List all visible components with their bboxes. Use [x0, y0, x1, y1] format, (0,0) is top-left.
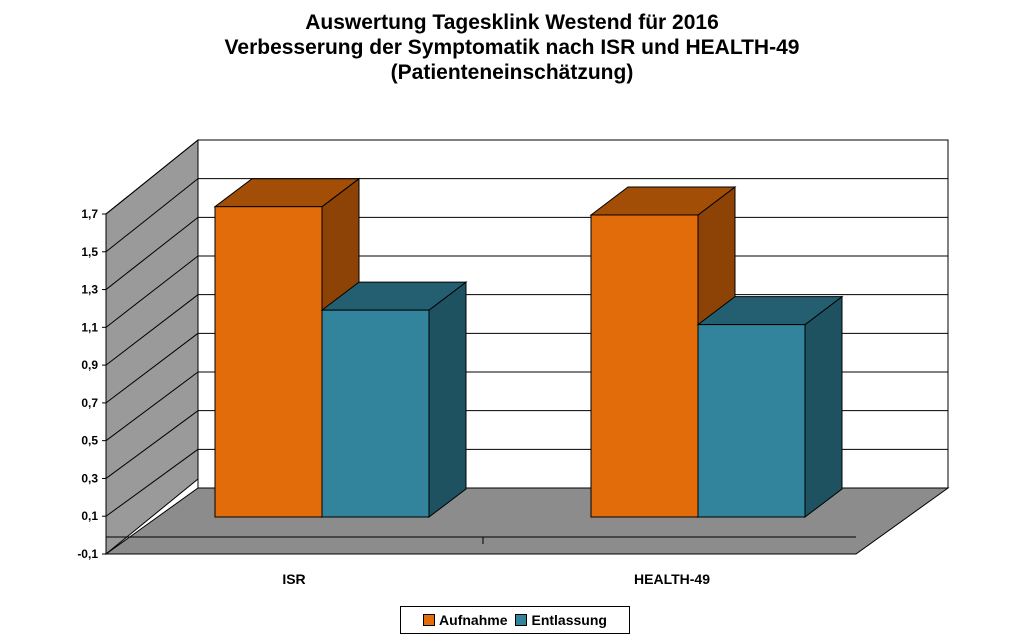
side-gridline: [105, 294, 199, 366]
bar-entlassung-isr: [320, 281, 468, 519]
title-line-1: Auswertung Tagesklink Westend für 2016: [305, 11, 719, 34]
y-axis-ticks: 1,7 1,5 1,3 1,1 0,9 0,7 0,5 0,3 0,1 -0,1: [77, 207, 106, 561]
category-label-health-49: HEALTH-49: [634, 571, 710, 587]
legend-item-entlassung: Entlassung: [515, 612, 607, 628]
side-gridline: [105, 139, 199, 215]
legend: Aufnahme Entlassung: [400, 606, 630, 634]
y-tick-label: 0,3: [81, 471, 98, 485]
bars: [213, 177, 844, 519]
legend-swatch-entlassung: [515, 614, 528, 626]
y-tick-label: 0,7: [81, 396, 98, 410]
y-tick-label: 0,5: [81, 434, 98, 448]
y-tick-label: 0,1: [81, 509, 98, 523]
legend-label-aufnahme: Aufnahme: [439, 612, 508, 628]
side-gridline: [105, 448, 199, 517]
side-gridline: [105, 410, 199, 479]
bar-entlassung-health-49: [696, 295, 844, 519]
side-gridline: [105, 178, 199, 253]
legend-swatch-aufnahme: [423, 614, 436, 626]
legend-item-aufnahme: Aufnahme: [423, 612, 507, 628]
side-gridline: [105, 255, 199, 328]
bar-front-face: [697, 324, 806, 518]
y-tick-label: 1,3: [81, 283, 98, 297]
bar-side-face: [804, 295, 843, 519]
side-gridline: [105, 371, 199, 442]
y-tick-label: -0,1: [77, 547, 98, 561]
side-gridline: [105, 332, 199, 404]
y-tick-label: 1,1: [81, 320, 98, 334]
y-tick-label: 1,7: [81, 207, 98, 221]
bar-front-face: [590, 214, 699, 518]
y-tick-label: 1,5: [81, 245, 98, 259]
category-label-isr: ISR: [282, 571, 305, 587]
chart-title: Auswertung Tagesklink Westend für 2016 V…: [0, 10, 1024, 85]
title-line-3: (Patienteneinschätzung): [390, 61, 634, 84]
bar-front-face: [214, 206, 323, 518]
bar-chart: 1,7 1,5 1,3 1,1 0,9 0,7 0,5 0,3 0,1 -0,1 ISR HEAL…: [77, 138, 950, 587]
bar-front-face: [321, 309, 430, 518]
bar-side-face: [428, 281, 467, 519]
y-tick-label: 0,9: [81, 358, 98, 372]
side-wall: [105, 138, 199, 556]
side-gridline: [105, 216, 199, 290]
legend-label-entlassung: Entlassung: [531, 612, 607, 628]
title-line-2: Verbesserung der Symptomatik nach ISR un…: [224, 36, 800, 59]
